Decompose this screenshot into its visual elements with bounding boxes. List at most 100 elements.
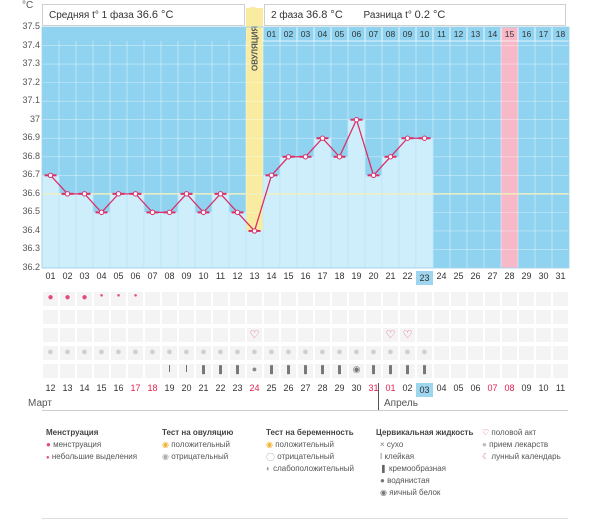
calendar-date-label: 11 bbox=[555, 383, 566, 393]
grid-cell bbox=[77, 310, 92, 324]
grid-cell bbox=[366, 328, 381, 342]
grid-cell bbox=[417, 292, 432, 306]
grid-cell bbox=[553, 292, 568, 306]
grid-cell bbox=[162, 364, 177, 378]
pill-icon: ● bbox=[81, 346, 88, 358]
grid-cell bbox=[553, 310, 568, 324]
cycle-day-label: 28 bbox=[504, 271, 515, 281]
temp-point bbox=[183, 191, 190, 197]
grid-cell bbox=[536, 328, 551, 342]
drop-icon: ● bbox=[46, 440, 51, 449]
grid-cell bbox=[213, 310, 228, 324]
grid-cell bbox=[60, 346, 75, 360]
grid-cell bbox=[128, 292, 143, 306]
cycle-day-label: 15 bbox=[283, 271, 294, 281]
small-drop-icon: ● bbox=[46, 455, 50, 461]
legend-moon: ☾ лунный календарь bbox=[482, 452, 561, 461]
grid-cell bbox=[128, 328, 143, 342]
grid-cell bbox=[536, 310, 551, 324]
grid-cell bbox=[179, 346, 194, 360]
grid-cell bbox=[111, 292, 126, 306]
phase1-label: Средняя t° 1 фаза bbox=[49, 10, 134, 21]
grid-cell bbox=[264, 328, 279, 342]
grid-cell bbox=[145, 310, 160, 324]
phase2-label: 2 фаза bbox=[271, 10, 304, 21]
grid-cell bbox=[485, 292, 500, 306]
calendar-date-label: 18 bbox=[147, 383, 158, 393]
y-tick-label: 36.4 bbox=[22, 224, 40, 235]
grid-cell bbox=[502, 346, 517, 360]
cycle-day-label: 12 bbox=[232, 271, 243, 281]
grid-cell bbox=[60, 328, 75, 342]
grid-cell bbox=[230, 310, 245, 324]
grid-cell bbox=[536, 292, 551, 306]
grid-cell bbox=[162, 310, 177, 324]
grid-cell bbox=[196, 364, 211, 378]
temp-point bbox=[268, 172, 275, 179]
month-march: Март bbox=[28, 398, 52, 409]
calendar-date-label: 17 bbox=[130, 383, 141, 393]
test-negative-icon: ◯ bbox=[266, 452, 275, 461]
cycle-day-label: 10 bbox=[198, 271, 209, 281]
grid-cell bbox=[264, 292, 279, 306]
grid-cell bbox=[298, 328, 313, 342]
grid-cell bbox=[162, 328, 177, 342]
watery-icon: ● bbox=[380, 476, 385, 485]
pill-icon: ● bbox=[47, 346, 54, 358]
legend-spotting: ● небольшие выделения bbox=[46, 452, 138, 461]
creamy-fluid-icon: ❚ bbox=[318, 364, 327, 374]
temp-point bbox=[353, 116, 360, 123]
legend-preg-positive: ◉ положительный bbox=[266, 440, 334, 449]
calendar-date-label: 02 bbox=[402, 383, 413, 393]
temp-bar bbox=[296, 156, 315, 269]
grid-cell bbox=[536, 364, 551, 378]
y-tick-label: 36.3 bbox=[22, 243, 40, 254]
pill-icon: ● bbox=[166, 346, 173, 358]
grid-cell bbox=[145, 346, 160, 360]
grid-cell bbox=[111, 346, 126, 360]
grid-cell bbox=[400, 328, 415, 342]
temp-point bbox=[47, 172, 54, 179]
top-day-label: 16 bbox=[522, 29, 532, 39]
grid-cell bbox=[400, 346, 415, 360]
diff-label: Разница t° bbox=[363, 10, 412, 21]
pill-icon: ● bbox=[336, 346, 343, 358]
temp-bar bbox=[228, 212, 247, 269]
y-tick-label: 36.8 bbox=[22, 150, 40, 161]
creamy-fluid-icon: ❚ bbox=[420, 364, 429, 374]
grid-cell bbox=[213, 328, 228, 342]
grid-cell bbox=[77, 364, 92, 378]
temp-point bbox=[336, 154, 343, 160]
legend-cervical-title: Цервикальная жидкость bbox=[376, 428, 474, 437]
grid-cell bbox=[145, 364, 160, 378]
sticky-fluid-icon: I bbox=[168, 364, 171, 375]
sticky-icon: I bbox=[380, 452, 383, 461]
grid-cell bbox=[434, 328, 449, 342]
legend-pills: ● прием лекарств bbox=[482, 440, 549, 449]
cycle-day-label: 05 bbox=[113, 271, 124, 281]
menstruation-icon: ● bbox=[64, 292, 71, 303]
grid-cell bbox=[247, 310, 262, 324]
temp-point bbox=[370, 172, 377, 179]
top-day-label: 05 bbox=[335, 29, 345, 39]
top-day-label: 07 bbox=[369, 29, 379, 39]
temp-bar bbox=[194, 212, 213, 269]
cycle-day-label: 18 bbox=[334, 271, 345, 281]
grid-cell bbox=[43, 346, 58, 360]
calendar-date-label: 24 bbox=[249, 383, 260, 393]
legend-creamy: ❚ кремообразная bbox=[380, 464, 446, 473]
cycle-day-label: 26 bbox=[470, 271, 481, 281]
cycle-day-label: 01 bbox=[45, 271, 56, 281]
diff-value: 0.2 °C bbox=[414, 9, 446, 21]
grid-cell bbox=[519, 292, 534, 306]
temp-point bbox=[251, 228, 258, 234]
grid-cell bbox=[349, 346, 364, 360]
grid-cell bbox=[383, 328, 398, 342]
calendar-date-label: 20 bbox=[181, 383, 192, 393]
calendar-date-label: 25 bbox=[266, 383, 277, 393]
temp-bar bbox=[41, 175, 60, 269]
grid-cell bbox=[281, 310, 296, 324]
calendar-date-label: 28 bbox=[317, 383, 328, 393]
grid-cell bbox=[111, 328, 126, 342]
grid-cell bbox=[77, 292, 92, 306]
